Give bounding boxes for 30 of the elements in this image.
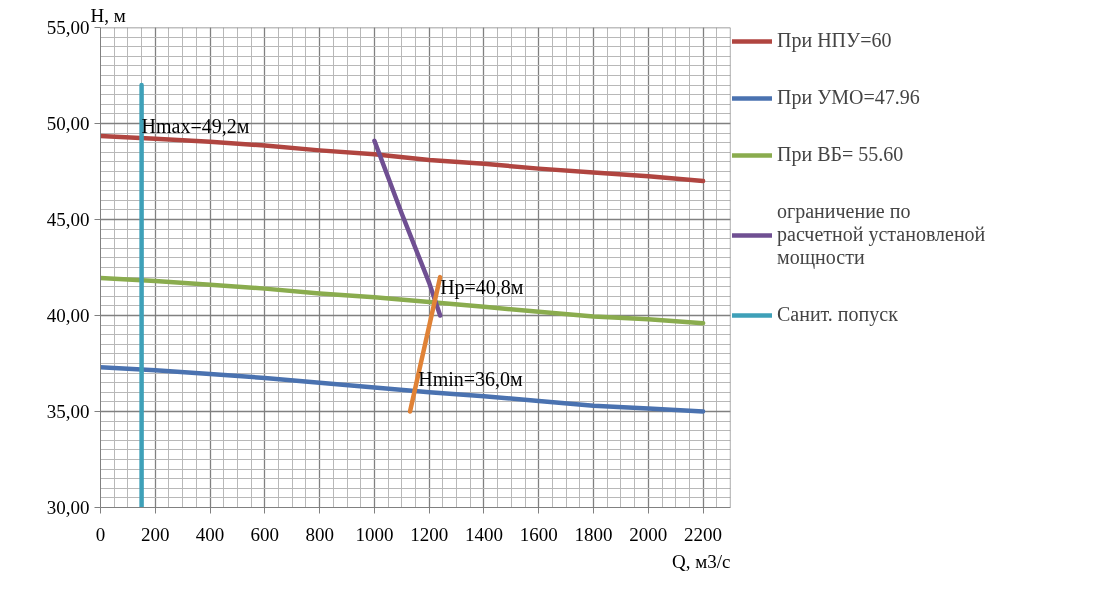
legend-label: ограничение по расчетной установленой мощности	[777, 200, 986, 269]
x-tick-label: 200	[141, 523, 170, 545]
annotation: Нр=40,8м	[440, 276, 524, 300]
x-tick-label: 800	[305, 523, 334, 545]
y-tick-label: 35,00	[46, 401, 90, 422]
x-tick-label: 0	[95, 523, 106, 545]
annotation: Hmin=36,0м	[418, 368, 524, 391]
y-tick-label: 45,00	[46, 209, 90, 230]
y-tick-label: 30,00	[46, 497, 90, 518]
y-axis-title: H, м	[90, 4, 126, 26]
x-tick-label: 1000	[355, 523, 394, 545]
legend-label: При ВБ= 55.60	[777, 143, 904, 166]
x-tick-label: 400	[195, 523, 225, 545]
x-tick-label: 1400	[464, 523, 503, 545]
x-tick-label: 2200	[684, 523, 723, 545]
line-series	[100, 365, 706, 414]
x-tick-label: 1200	[410, 523, 449, 545]
legend-label: При НПУ=60	[777, 29, 892, 52]
x-tick-label: 600	[250, 523, 280, 545]
y-tick-label: 50,00	[46, 113, 90, 134]
legend-label: При УМО=47.96	[777, 86, 920, 109]
y-tick-label: 55,00	[46, 17, 90, 38]
x-axis-title: Q, м3/с	[672, 550, 731, 572]
legend-label: Санит. попуск	[777, 303, 898, 326]
x-tick-label: 2000	[629, 523, 668, 545]
line-series	[372, 138, 443, 318]
y-tick-label: 40,00	[46, 305, 90, 326]
line-series	[100, 275, 706, 326]
x-tick-label: 1600	[519, 523, 558, 545]
x-tick-label: 1800	[574, 523, 613, 545]
